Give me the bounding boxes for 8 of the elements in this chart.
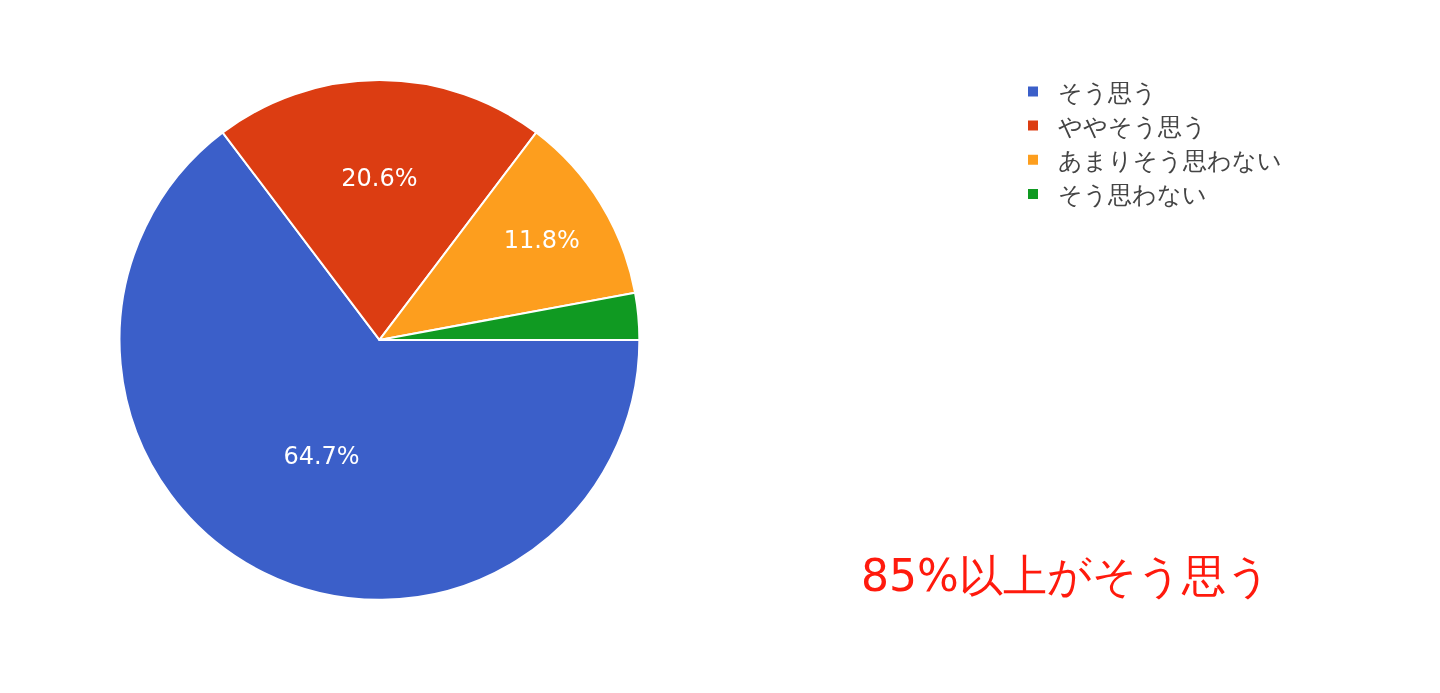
legend-label: あまりそう思わない — [1058, 147, 1282, 176]
legend-label: ややそう思う — [1058, 112, 1207, 141]
data-label: 11.8% — [503, 225, 580, 254]
data-label: 64.7% — [283, 442, 360, 471]
legend-label: そう思わない — [1058, 181, 1207, 210]
text: 85%以上がそう思う — [861, 550, 1271, 601]
data-label: 20.6% — [341, 163, 418, 192]
legend-label: そう思う — [1058, 78, 1157, 107]
